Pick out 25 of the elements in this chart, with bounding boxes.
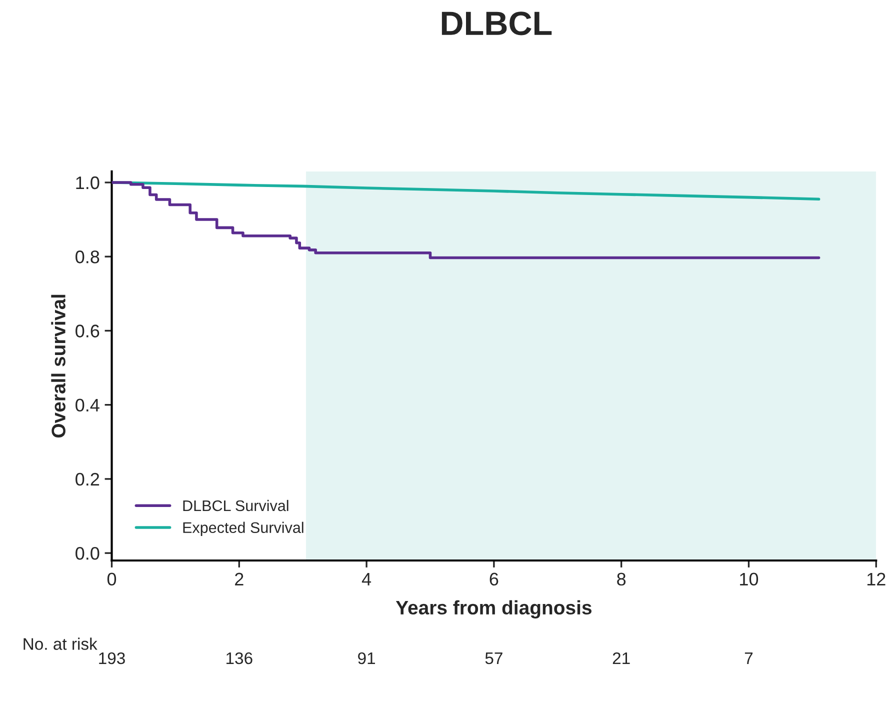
y-tick-label: 1.0 xyxy=(76,176,100,190)
x-tick-label: 4 xyxy=(362,572,372,586)
x-tick-label: 12 xyxy=(867,572,886,586)
y-tick-label: 0.4 xyxy=(76,398,100,412)
x-tick-label: 6 xyxy=(490,572,498,586)
x-tick-label: 10 xyxy=(740,572,758,586)
legend-label: Expected Survival xyxy=(183,522,304,536)
text: 136 xyxy=(226,652,252,664)
y-tick-label: 0.6 xyxy=(76,324,100,338)
text: 7 xyxy=(744,652,753,664)
y-tick-label: 0.2 xyxy=(76,472,100,486)
y-axis-title: Overall survival xyxy=(51,294,66,438)
text: 57 xyxy=(485,652,502,664)
text: No. at risk xyxy=(24,638,98,650)
x-tick-label: 0 xyxy=(107,572,116,586)
x-axis-title: Years from diagnosis xyxy=(396,600,592,618)
text: 91 xyxy=(358,652,375,664)
text: 193 xyxy=(99,652,125,664)
text: 21 xyxy=(612,652,630,664)
x-tick-label: 8 xyxy=(617,572,626,586)
x-tick-label: 2 xyxy=(235,572,244,586)
y-tick-label: 0.8 xyxy=(76,250,100,264)
y-tick-label: 0.0 xyxy=(76,547,100,560)
chart-title: DLBCL xyxy=(442,12,552,36)
legend-label: DLBCL Survival xyxy=(183,500,288,512)
